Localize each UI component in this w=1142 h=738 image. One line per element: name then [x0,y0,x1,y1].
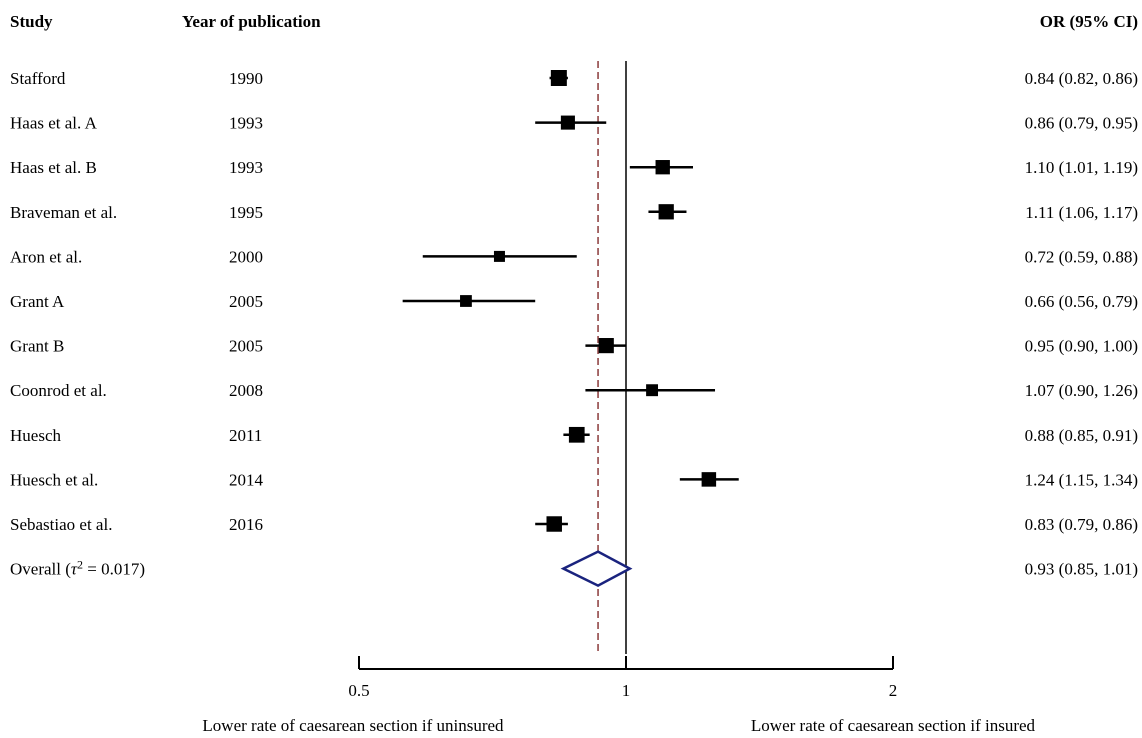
point-estimate-marker [646,384,659,397]
study-or-ci: 0.95 (0.90, 1.00) [1025,337,1138,356]
xlabel-left: Lower rate of caesarean section if unins… [202,716,504,735]
study-year: 1993 [229,158,263,177]
header-study: Study [10,12,53,31]
study-or-ci: 0.86 (0.79, 0.95) [1025,114,1138,133]
point-estimate-marker [550,70,567,86]
point-estimate-marker [560,115,575,130]
x-axis-tick-label: 0.5 [348,681,369,700]
study-row: Haas et al. A 1993 0.86 (0.79, 0.95) [10,114,1138,133]
study-or-ci: 1.24 (1.15, 1.34) [1025,470,1138,489]
overall-diamond [560,550,633,588]
xlabel-right: Lower rate of caesarean section if insur… [751,716,1036,735]
study-row: Grant A 2005 0.66 (0.56, 0.79) [10,292,1138,311]
study-row: Aron et al. 2000 0.72 (0.59, 0.88) [10,247,1138,266]
study-row: Huesch et al. 2014 1.24 (1.15, 1.34) [10,470,1138,489]
study-name: Sebastiao et al. [10,515,112,534]
study-row: Stafford 1990 0.84 (0.82, 0.86) [10,69,1138,88]
overall-row: Overall (τ2 = 0.017) 0.93 (0.85, 1.01) [10,550,1138,588]
study-row: Grant B 2005 0.95 (0.90, 1.00) [10,337,1138,356]
x-axis: 0.5 1 2 [348,656,897,700]
study-or-ci: 1.10 (1.01, 1.19) [1025,158,1138,177]
study-or-ci: 1.11 (1.06, 1.17) [1025,203,1138,222]
study-row: Haas et al. B 1993 1.10 (1.01, 1.19) [10,158,1138,177]
study-name: Braveman et al. [10,203,117,222]
point-estimate-marker [493,250,505,262]
study-year: 2008 [229,381,263,400]
study-row: Huesch 2011 0.88 (0.85, 0.91) [10,426,1138,445]
study-name: Stafford [10,69,66,88]
header-or-ci: OR (95% CI) [1040,12,1138,31]
study-row: Braveman et al. 1995 1.11 (1.06, 1.17) [10,203,1138,222]
overall-or-ci: 0.93 (0.85, 1.01) [1025,560,1138,579]
study-name: Huesch [10,426,61,445]
study-or-ci: 0.66 (0.56, 0.79) [1025,292,1138,311]
overall-label: Overall (τ2 = 0.017) [10,558,145,579]
study-or-ci: 1.07 (0.90, 1.26) [1025,381,1138,400]
study-name: Haas et al. B [10,158,97,177]
point-estimate-marker [568,426,585,443]
study-name: Huesch et al. [10,470,98,489]
x-axis-tick-label: 1 [622,681,631,700]
study-year: 2016 [229,515,263,534]
x-axis-tick-label: 2 [889,681,898,700]
study-name: Grant B [10,337,64,356]
study-year: 2000 [229,247,263,266]
header-year: Year of publication [182,12,321,31]
point-estimate-marker [658,204,674,220]
study-year: 2005 [229,337,263,356]
study-year: 2014 [229,470,264,489]
study-year: 2005 [229,292,263,311]
study-year: 1995 [229,203,263,222]
point-estimate-marker [546,516,562,532]
study-row: Sebastiao et al. 2016 0.83 (0.79, 0.86) [10,515,1138,534]
study-name: Aron et al. [10,247,82,266]
point-estimate-marker [655,160,670,175]
study-or-ci: 0.88 (0.85, 0.91) [1025,426,1138,445]
study-year: 2011 [229,426,262,445]
study-or-ci: 0.84 (0.82, 0.86) [1025,69,1138,88]
point-estimate-marker [598,338,614,354]
study-year: 1993 [229,114,263,133]
study-year: 1990 [229,69,263,88]
study-name: Coonrod et al. [10,381,107,400]
study-name: Haas et al. A [10,114,98,133]
study-or-ci: 0.72 (0.59, 0.88) [1025,247,1138,266]
study-rows: Stafford 1990 0.84 (0.82, 0.86) Haas et al.… [10,69,1138,534]
study-row: Coonrod et al. 2008 1.07 (0.90, 1.26) [10,381,1138,400]
study-name: Grant A [10,292,65,311]
point-estimate-marker [460,295,472,307]
point-estimate-marker [701,472,717,487]
study-or-ci: 0.83 (0.79, 0.86) [1025,515,1138,534]
